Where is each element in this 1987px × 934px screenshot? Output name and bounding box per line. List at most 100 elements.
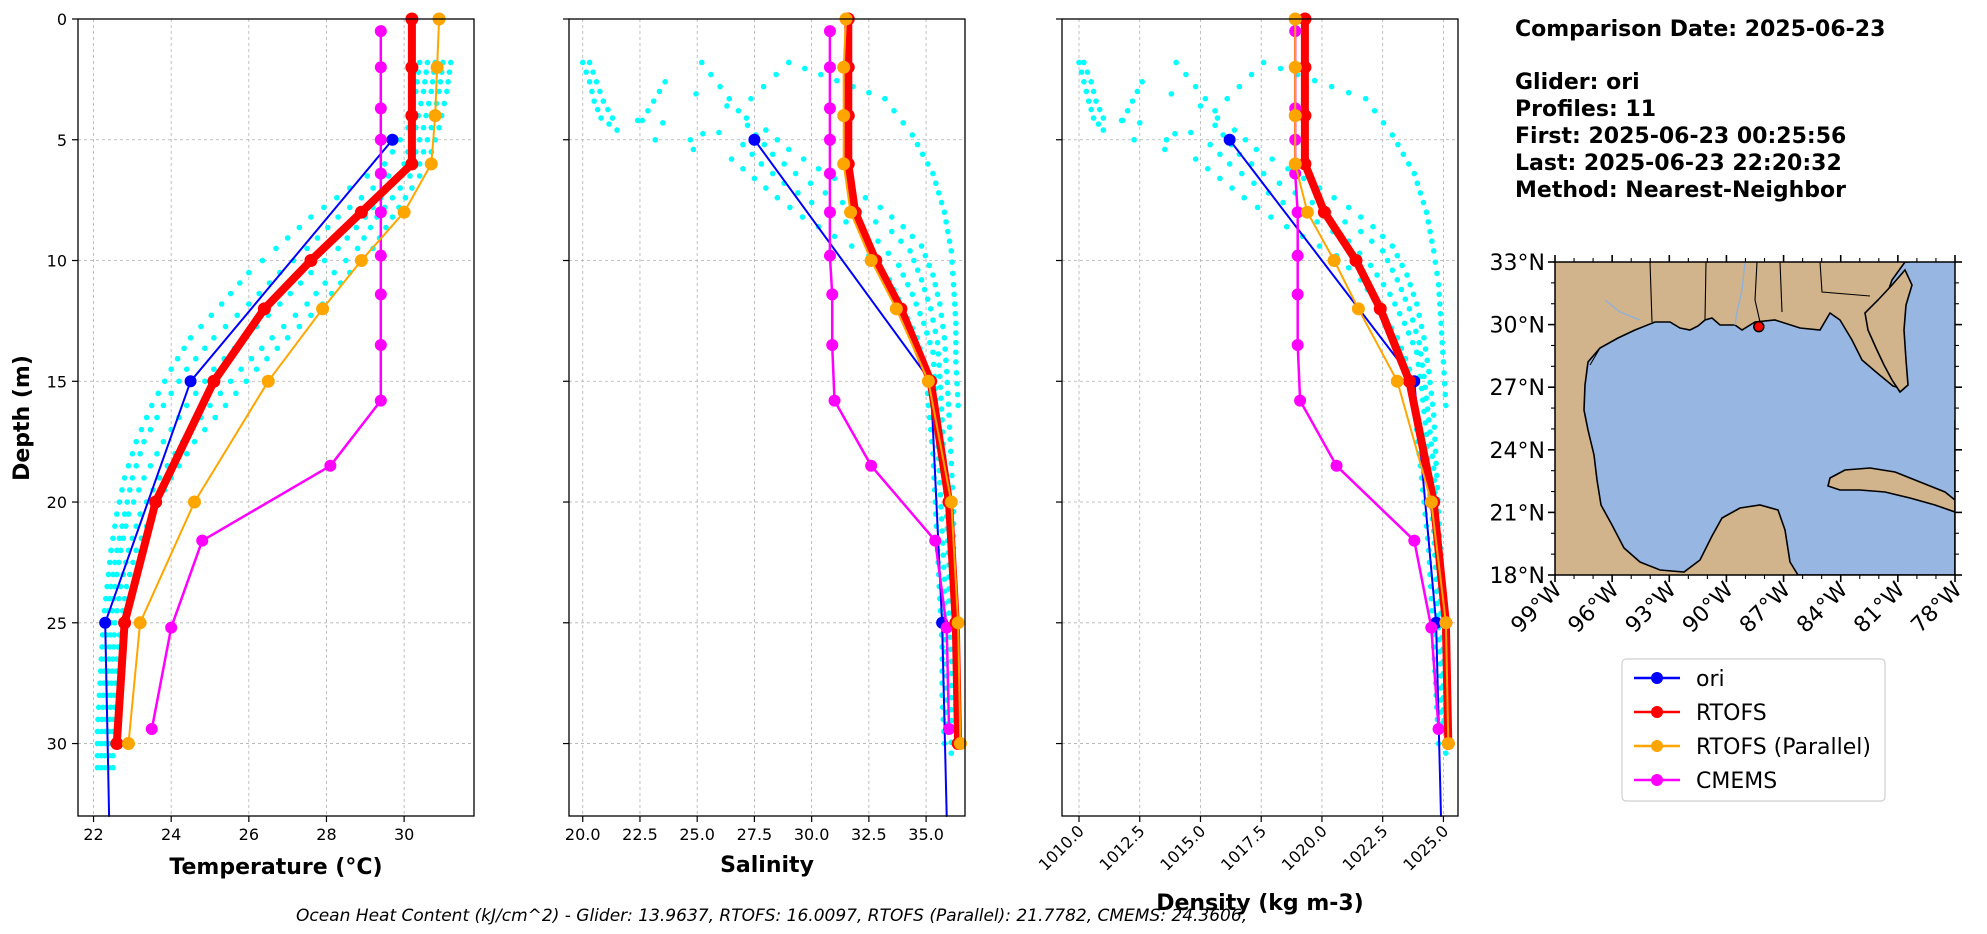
glider-point bbox=[758, 161, 765, 167]
glider-point bbox=[106, 716, 113, 723]
rtofs-parallel-marker bbox=[187, 495, 201, 509]
glider-point bbox=[1380, 120, 1387, 126]
cmems-marker bbox=[374, 25, 387, 38]
glider-point bbox=[1436, 301, 1443, 307]
last-time: Last: 2025-06-23 22:20:32 bbox=[1515, 151, 1842, 176]
glider-point bbox=[885, 250, 892, 257]
rtofs-marker bbox=[257, 302, 271, 316]
glider-point bbox=[1429, 238, 1435, 244]
glider-point bbox=[942, 346, 948, 352]
glider-point bbox=[1242, 136, 1249, 143]
glider-point bbox=[1277, 65, 1284, 72]
rtofs-parallel-marker bbox=[889, 302, 903, 316]
salinity-x-label: Salinity bbox=[720, 853, 814, 878]
glider-point bbox=[389, 149, 396, 155]
legend-marker bbox=[1651, 740, 1663, 752]
glider-point bbox=[284, 335, 291, 341]
glider-point bbox=[927, 339, 933, 346]
map-lon-label: 78°W bbox=[1907, 577, 1968, 638]
rtofs-marker bbox=[304, 254, 318, 268]
glider-point bbox=[259, 257, 266, 264]
ori-marker bbox=[748, 133, 761, 146]
glider-point bbox=[105, 571, 112, 578]
glider-point bbox=[107, 632, 114, 638]
ocean-heat-content: Ocean Heat Content (kJ/cm^2) - Glider: 1… bbox=[296, 906, 1247, 926]
rtofs-marker bbox=[207, 374, 221, 388]
glider-point bbox=[953, 349, 959, 356]
glider-point bbox=[1389, 132, 1396, 138]
glider-point bbox=[1358, 228, 1364, 235]
glider-point bbox=[1217, 151, 1223, 158]
glider-point bbox=[227, 290, 234, 297]
rtofs-marker bbox=[405, 60, 419, 74]
glider-point bbox=[1300, 175, 1307, 182]
rtofs-marker bbox=[405, 109, 419, 123]
glider-point bbox=[936, 362, 942, 368]
glider-point bbox=[424, 59, 431, 66]
glider-point bbox=[792, 170, 799, 177]
ori-marker bbox=[99, 616, 112, 629]
glider-point bbox=[1367, 262, 1374, 269]
glider-point bbox=[156, 475, 163, 481]
glider-point bbox=[1430, 412, 1437, 418]
glider-point bbox=[937, 491, 944, 498]
glider-point bbox=[900, 223, 906, 230]
glider-point bbox=[909, 132, 916, 138]
glider-point bbox=[940, 552, 947, 558]
rtofs-parallel-marker bbox=[430, 60, 444, 74]
glider-point bbox=[148, 402, 155, 409]
glider-point bbox=[444, 88, 450, 95]
glider-point bbox=[447, 59, 454, 66]
glider-point bbox=[882, 95, 888, 102]
glider-point bbox=[947, 448, 954, 455]
glider-point bbox=[1280, 199, 1286, 206]
salinity-glider-scatter bbox=[579, 59, 961, 757]
glider-point bbox=[106, 595, 113, 602]
cmems-marker bbox=[374, 206, 387, 219]
map-ticks bbox=[1548, 255, 1962, 582]
glider-point bbox=[769, 151, 776, 158]
state-borders bbox=[1589, 262, 1871, 366]
glider-point bbox=[1420, 199, 1427, 206]
x-tick-label: 1015.0 bbox=[1156, 821, 1209, 874]
glider-point bbox=[1394, 277, 1401, 283]
glider-point bbox=[1421, 373, 1427, 380]
glider-point bbox=[183, 450, 190, 457]
glider-point bbox=[446, 69, 453, 75]
glider-point bbox=[1387, 291, 1393, 298]
rtofs-parallel-marker bbox=[953, 737, 967, 751]
glider-point bbox=[424, 136, 431, 143]
glider-point bbox=[98, 656, 105, 662]
glider-point bbox=[925, 161, 931, 167]
glider-point bbox=[130, 499, 137, 505]
glider-point bbox=[110, 535, 116, 542]
glider-point bbox=[441, 100, 448, 107]
glider-point bbox=[147, 463, 154, 469]
glider-point bbox=[1434, 270, 1440, 277]
rtofs-parallel-marker bbox=[354, 254, 368, 268]
glider-point bbox=[160, 438, 167, 445]
cmems-marker bbox=[942, 723, 955, 736]
glider-point bbox=[941, 335, 948, 341]
cmems-marker bbox=[1408, 534, 1421, 547]
glider-point bbox=[933, 180, 939, 187]
glider-point bbox=[1172, 130, 1178, 137]
glider-point bbox=[937, 384, 944, 391]
glider-point bbox=[941, 576, 948, 583]
glider-point bbox=[123, 583, 130, 590]
glider-point bbox=[99, 644, 105, 650]
glider-point bbox=[102, 752, 108, 759]
y-tick-label: 5 bbox=[57, 131, 67, 150]
glider-point bbox=[138, 426, 145, 433]
rtofs-marker bbox=[1298, 109, 1312, 123]
glider-point bbox=[948, 460, 955, 467]
density-glider-scatter bbox=[1076, 59, 1449, 757]
glider-point bbox=[598, 115, 604, 121]
glider-point bbox=[1442, 391, 1449, 398]
glider-point bbox=[600, 98, 607, 104]
cmems-marker bbox=[929, 534, 942, 547]
glider-point bbox=[606, 121, 612, 127]
glider-point bbox=[125, 511, 132, 517]
glider-point bbox=[119, 523, 125, 529]
glider-point bbox=[94, 740, 101, 747]
